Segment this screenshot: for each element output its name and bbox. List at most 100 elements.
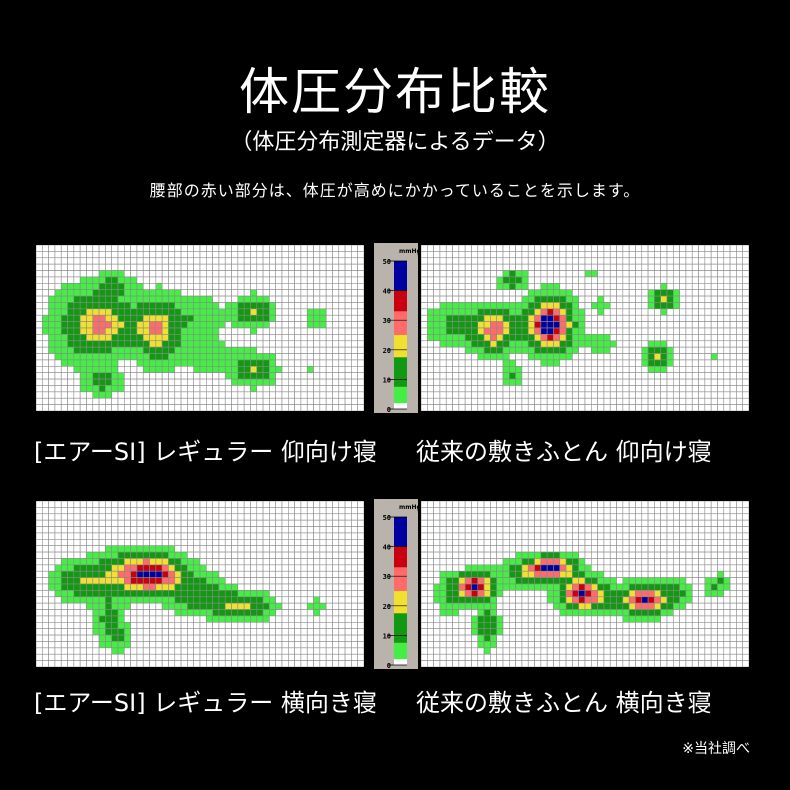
heatmap-cell (60, 513, 68, 521)
heatmap-cell (471, 519, 479, 527)
heatmap-cell (609, 501, 617, 508)
heatmap-cell (471, 289, 479, 297)
heatmap-cell (319, 327, 327, 335)
heatmap-cell (717, 519, 725, 527)
heatmap-cell (509, 289, 516, 297)
heatmap-cell (723, 583, 731, 591)
heatmap-cell (616, 289, 624, 297)
heatmap-cell (717, 596, 725, 604)
heatmap-cell (477, 263, 485, 271)
heatmap-cell (67, 397, 75, 405)
heatmap-cell (67, 615, 75, 623)
heatmap-cell (433, 507, 441, 515)
heatmap-cell (559, 378, 567, 386)
heatmap-cell (546, 513, 554, 521)
heatmap-cell (660, 283, 668, 290)
heatmap-cell (736, 245, 743, 252)
heatmap-cell (421, 263, 428, 271)
heatmap-cell (509, 283, 516, 290)
heatmap-cell (281, 327, 289, 335)
heatmap-cell (231, 257, 239, 265)
heatmap-cell (325, 622, 333, 629)
heatmap-cell (673, 251, 680, 259)
heatmap-cell (578, 577, 586, 585)
heatmap-cell (79, 397, 87, 405)
heatmap-cell (464, 321, 472, 329)
heatmap-cell (666, 501, 674, 508)
heatmap-cell (269, 251, 276, 259)
heatmap-cell (155, 397, 163, 405)
heatmap-cell (136, 551, 144, 559)
heatmap-cell (736, 570, 743, 578)
heatmap-cell (275, 276, 283, 284)
heatmap-cell (332, 276, 340, 284)
heatmap-cell (502, 302, 510, 310)
heatmap-cell (142, 545, 150, 553)
heatmap-cell (445, 314, 453, 322)
heatmap-cell (54, 539, 62, 546)
heatmap-cell (540, 551, 548, 559)
heatmap-cell (635, 372, 643, 380)
heatmap-cell (332, 302, 340, 310)
heatmap-cell (67, 353, 75, 361)
heatmap-cell (105, 539, 112, 546)
heatmap-cell (736, 404, 743, 411)
heatmap-cell (262, 609, 270, 617)
heatmap-cell (540, 346, 548, 354)
heatmap-cell (79, 628, 87, 636)
heatmap-cell (502, 359, 510, 367)
heatmap-cell (79, 501, 87, 508)
heatmap-cell (609, 263, 617, 271)
heatmap-cell (742, 245, 749, 252)
heatmap-cell (521, 558, 529, 566)
heatmap-cell (262, 570, 270, 578)
heatmap-cell (256, 647, 264, 655)
heatmap-cell (685, 346, 693, 354)
heatmap-cell (155, 302, 163, 310)
heatmap-cell (174, 641, 182, 649)
heatmap-cell (628, 295, 636, 303)
heatmap-cell (288, 353, 295, 361)
heatmap-cell (635, 609, 643, 617)
heatmap-cell (609, 251, 617, 259)
heatmap-cell (546, 551, 554, 559)
heatmap-cell (710, 270, 718, 278)
heatmap-cell (42, 353, 49, 361)
heatmap-cell (742, 558, 749, 566)
heatmap-cell (269, 532, 276, 540)
heatmap-cell (269, 334, 276, 342)
heatmap-cell (433, 263, 441, 271)
heatmap-cell (565, 302, 573, 310)
heatmap-cell (647, 404, 655, 411)
heatmap-cell (685, 519, 693, 527)
heatmap-cell (275, 596, 283, 604)
heatmap-cell (180, 653, 188, 661)
heatmap-cell (439, 526, 447, 534)
heatmap-cell (427, 526, 434, 534)
heatmap-cell (673, 263, 680, 271)
heatmap-cell (534, 276, 542, 284)
heatmap-cell (319, 359, 327, 367)
heatmap-cell (136, 660, 144, 667)
heatmap-cell (92, 660, 100, 667)
heatmap-cell (105, 590, 112, 598)
heatmap-cell (338, 526, 346, 534)
heatmap-cell (231, 590, 239, 598)
heatmap-cell (344, 545, 352, 553)
heatmap-cell (168, 622, 176, 629)
heatmap-cell (67, 378, 75, 386)
heatmap-cell (288, 551, 295, 559)
heatmap-cell (60, 558, 68, 566)
heatmap-cell (174, 647, 182, 655)
heatmap-cell (48, 583, 56, 591)
heatmap-cell (149, 647, 157, 655)
heatmap-cell (527, 378, 535, 386)
heatmap-cell (710, 353, 718, 361)
heatmap-cell (42, 653, 49, 661)
heatmap-cell (218, 295, 226, 303)
heatmap-cell (344, 596, 352, 604)
heatmap-cell (67, 283, 75, 290)
heatmap-cell (155, 545, 163, 553)
heatmap-cell (218, 634, 226, 642)
heatmap-cell (199, 653, 207, 661)
